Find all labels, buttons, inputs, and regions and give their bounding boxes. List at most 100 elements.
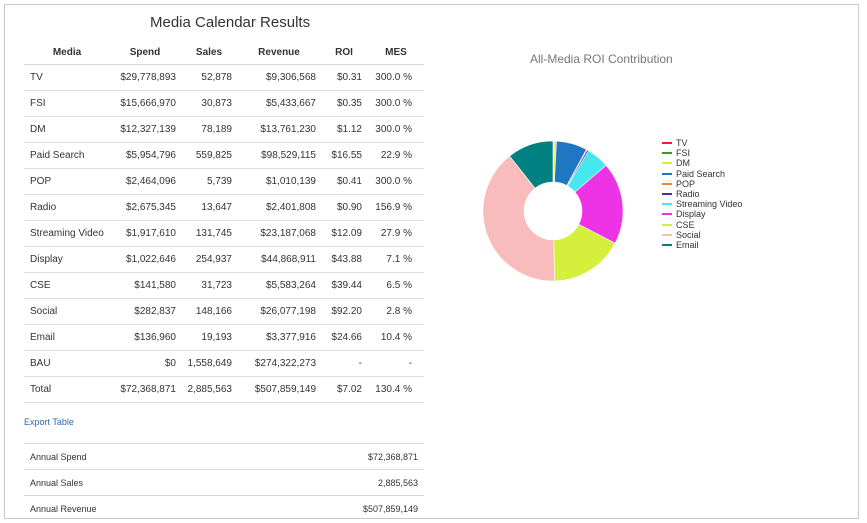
header-spend: Spend <box>110 40 180 65</box>
legend-label: Radio <box>676 189 700 200</box>
cell-mes: 22.9 % <box>368 142 424 169</box>
cell-roi: $0.35 <box>320 90 368 117</box>
summary-value: $72,368,871 <box>239 443 424 470</box>
header-roi: ROI <box>320 40 368 65</box>
cell-mes: 300.0 % <box>368 90 424 117</box>
legend-item: CSE <box>662 220 742 230</box>
legend-swatch <box>662 142 672 145</box>
summary-value: $507,859,149 <box>239 495 424 521</box>
cell-revenue: $2,401,808 <box>238 194 320 221</box>
header-revenue: Revenue <box>238 40 320 65</box>
media-results-table: Media Spend Sales Revenue ROI MES TV $29,… <box>24 40 424 403</box>
legend-swatch <box>662 182 672 185</box>
table-row: FSI $15,666,970 30,873 $5,433,667 $0.35 300.0… <box>24 90 424 117</box>
table-row: Email $136,960 19,193 $3,377,916 $24.66 10.4 … <box>24 324 424 351</box>
legend-label: Paid Search <box>676 168 726 179</box>
cell-spend: $12,327,139 <box>110 116 180 143</box>
legend-label: Streaming Video <box>676 199 743 210</box>
cell-media: FSI <box>24 90 110 117</box>
cell-mes: 156.9 % <box>368 194 424 221</box>
cell-media: Radio <box>24 194 110 221</box>
summary-row: Annual Spend $72,368,871 <box>24 443 424 470</box>
cell-spend: $1,022,646 <box>110 246 180 273</box>
cell-sales: 13,647 <box>180 194 238 221</box>
cell-sales: 78,189 <box>180 116 238 143</box>
cell-roi: $0.41 <box>320 168 368 195</box>
cell-mes: 300.0 % <box>368 168 424 195</box>
summary-label: Annual Revenue <box>24 495 240 521</box>
cell-spend: $29,778,893 <box>110 64 180 91</box>
cell-revenue: $5,433,667 <box>238 90 320 117</box>
cell-mes: 7.1 % <box>368 246 424 273</box>
legend-item: POP <box>662 179 742 189</box>
cell-spend: $72,368,871 <box>110 376 180 403</box>
header-media: Media <box>24 40 110 65</box>
export-table-link[interactable]: Export Table <box>24 417 74 427</box>
cell-revenue: $5,583,264 <box>238 272 320 299</box>
table-row: POP $2,464,096 5,739 $1,010,139 $0.41 300.0 % <box>24 168 424 195</box>
cell-revenue: $1,010,139 <box>238 168 320 195</box>
cell-revenue: $13,761,230 <box>238 116 320 143</box>
cell-media: DM <box>24 116 110 143</box>
cell-spend: $141,580 <box>110 272 180 299</box>
legend-swatch <box>662 243 672 246</box>
cell-media: TV <box>24 64 110 91</box>
cell-roi: $39.44 <box>320 272 368 299</box>
cell-roi: $16.55 <box>320 142 368 169</box>
cell-spend: $2,464,096 <box>110 168 180 195</box>
cell-sales: 148,166 <box>180 298 238 325</box>
donut-slice-email[interactable] <box>509 140 554 189</box>
cell-revenue: $44,868,911 <box>238 246 320 273</box>
cell-spend: $282,837 <box>110 298 180 325</box>
legend-swatch <box>662 172 672 175</box>
legend-item: TV <box>662 138 742 148</box>
cell-roi: $0.31 <box>320 64 368 91</box>
legend-item: FSI <box>662 148 742 158</box>
cell-mes: - <box>368 350 424 377</box>
cell-mes: 130.4 % <box>368 376 424 403</box>
cell-media: Paid Search <box>24 142 110 169</box>
legend-item: Email <box>662 240 742 250</box>
cell-spend: $136,960 <box>110 324 180 351</box>
cell-mes: 27.9 % <box>368 220 424 247</box>
legend-label: POP <box>676 178 696 189</box>
cell-mes: 10.4 % <box>368 324 424 351</box>
cell-revenue: $3,377,916 <box>238 324 320 351</box>
cell-media: CSE <box>24 272 110 299</box>
legend-item: Radio <box>662 189 742 199</box>
cell-roi: $7.02 <box>320 376 368 403</box>
cell-revenue: $26,077,198 <box>238 298 320 325</box>
legend-label: Social <box>676 229 701 240</box>
legend-label: DM <box>676 158 690 169</box>
table-row: Social $282,837 148,166 $26,077,198 $92.20 2.… <box>24 298 424 325</box>
cell-revenue: $23,187,068 <box>238 220 320 247</box>
chart-legend: TV FSI DM Paid Search POP Radio Streaming Vide… <box>662 138 742 250</box>
cell-spend: $5,954,796 <box>110 142 180 169</box>
donut-slice-social[interactable] <box>482 155 555 282</box>
legend-swatch <box>662 223 672 226</box>
cell-sales: 31,723 <box>180 272 238 299</box>
legend-swatch <box>662 213 672 216</box>
legend-label: Display <box>676 209 706 220</box>
cell-media: BAU <box>24 350 110 377</box>
cell-sales: 19,193 <box>180 324 238 351</box>
cell-media: Email <box>24 324 110 351</box>
table-row: DM $12,327,139 78,189 $13,761,230 $1.12 300.0… <box>24 116 424 143</box>
table-row: Radio $2,675,345 13,647 $2,401,808 $0.90 156.… <box>24 194 424 221</box>
legend-label: FSI <box>676 148 691 159</box>
cell-sales: 131,745 <box>180 220 238 247</box>
summary-row: Annual Sales 2,885,563 <box>24 469 424 496</box>
table-row: Paid Search $5,954,796 559,825 $98,529,115 $… <box>24 142 424 169</box>
legend-item: Social <box>662 230 742 240</box>
cell-media: POP <box>24 168 110 195</box>
roi-donut-chart <box>482 140 624 282</box>
cell-sales: 2,885,563 <box>180 376 238 403</box>
page-title: Media Calendar Results <box>150 14 311 31</box>
cell-revenue: $98,529,115 <box>238 142 320 169</box>
cell-mes: 2.8 % <box>368 298 424 325</box>
cell-mes: 300.0 % <box>368 116 424 143</box>
header-mes: MES <box>368 40 424 65</box>
cell-roi: $92.20 <box>320 298 368 325</box>
legend-swatch <box>662 162 672 165</box>
cell-mes: 6.5 % <box>368 272 424 299</box>
